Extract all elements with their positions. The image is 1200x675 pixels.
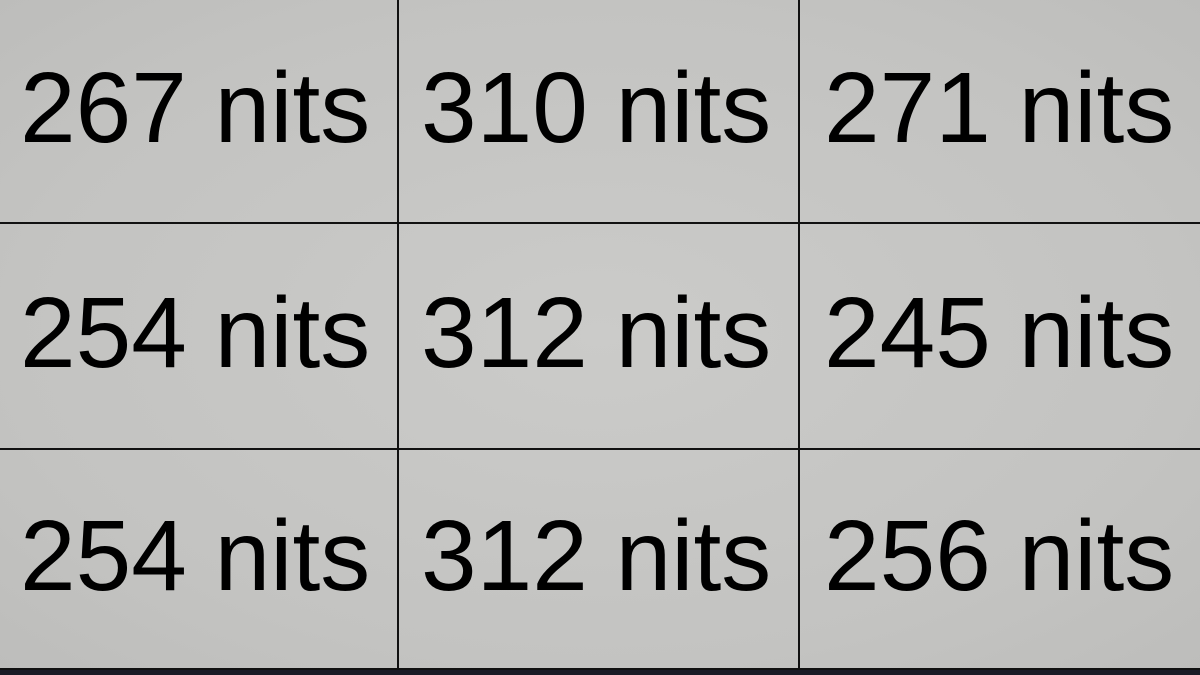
cell-bottom-right: 256 nits	[800, 450, 1200, 670]
cell-value: 254 nits	[20, 500, 371, 613]
cell-bottom-center: 312 nits	[399, 450, 800, 670]
cell-middle-left: 254 nits	[0, 224, 399, 450]
cell-middle-center: 312 nits	[399, 224, 800, 450]
cell-top-left: 267 nits	[0, 0, 399, 224]
cell-value: 245 nits	[824, 277, 1175, 390]
cell-value: 267 nits	[20, 52, 371, 165]
cell-value: 312 nits	[421, 277, 772, 390]
cell-value: 256 nits	[824, 500, 1175, 613]
screen-bezel-edge	[0, 670, 1200, 675]
cell-value: 312 nits	[421, 500, 772, 613]
cell-value: 271 nits	[824, 52, 1175, 165]
cell-value: 310 nits	[421, 52, 772, 165]
cell-middle-right: 245 nits	[800, 224, 1200, 450]
cell-top-center: 310 nits	[399, 0, 800, 224]
cell-bottom-left: 254 nits	[0, 450, 399, 670]
cell-top-right: 271 nits	[800, 0, 1200, 224]
cell-value: 254 nits	[20, 277, 371, 390]
